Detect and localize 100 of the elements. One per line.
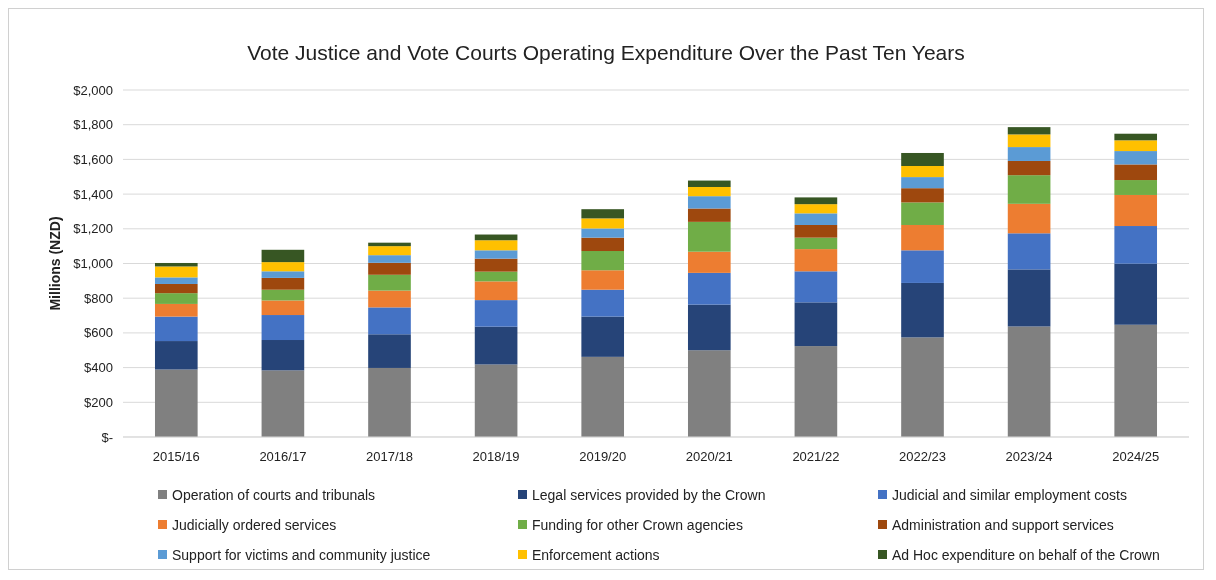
bar xyxy=(901,202,944,225)
bar xyxy=(581,270,625,290)
bar xyxy=(794,237,838,250)
x-tick-label: 2024/25 xyxy=(1112,449,1160,464)
legend-label: Support for victims and community justice xyxy=(172,546,431,563)
bar xyxy=(1007,127,1051,135)
y-tick-label: $200 xyxy=(84,394,113,410)
bar xyxy=(1007,160,1051,176)
bar xyxy=(368,262,411,275)
bar xyxy=(154,341,198,370)
bar xyxy=(1007,175,1051,204)
bar xyxy=(581,228,625,238)
x-tick-label: 2015/16 xyxy=(152,449,200,464)
x-tick-label: 2018/19 xyxy=(472,449,520,464)
bar xyxy=(474,326,518,365)
bar xyxy=(687,196,731,209)
bar xyxy=(154,303,198,317)
y-tick-label: $- xyxy=(101,429,113,445)
bar xyxy=(261,289,305,301)
bar xyxy=(581,218,625,229)
bar xyxy=(794,213,838,225)
bar xyxy=(368,307,411,335)
bar xyxy=(687,272,731,305)
x-tick-label: 2021/22 xyxy=(792,449,840,464)
bar xyxy=(581,209,625,219)
bar xyxy=(368,367,411,437)
y-tick-label: $2,000 xyxy=(73,82,113,98)
y-tick-label: $1,600 xyxy=(73,151,113,167)
x-tick-label: 2016/17 xyxy=(259,449,307,464)
y-tick-label: $1,400 xyxy=(73,186,113,202)
bar xyxy=(687,350,731,437)
bar xyxy=(901,165,944,178)
y-tick-label: $1,200 xyxy=(73,221,113,237)
bar xyxy=(1007,233,1051,270)
bar xyxy=(581,251,625,271)
legend-label: Judicially ordered services xyxy=(172,516,337,533)
bar xyxy=(368,255,411,263)
y-tick-label: $1,800 xyxy=(73,117,113,133)
legend-label: Operation of courts and tribunals xyxy=(172,486,376,503)
bar xyxy=(794,249,838,272)
bar xyxy=(1114,263,1158,325)
bar xyxy=(1114,133,1158,141)
legend-label: Judicial and similar employment costs xyxy=(892,486,1127,503)
bar xyxy=(261,370,305,437)
bar xyxy=(474,250,518,259)
bar xyxy=(901,177,944,189)
legend-label: Ad Hoc expenditure on behalf of the Crown xyxy=(892,546,1160,563)
bar xyxy=(687,180,731,187)
bar xyxy=(901,282,944,338)
bar xyxy=(901,337,944,437)
bar xyxy=(687,208,731,222)
x-tick-label: 2019/20 xyxy=(579,449,627,464)
bar xyxy=(474,240,518,251)
bar xyxy=(368,334,411,368)
legend-label: Legal services provided by the Crown xyxy=(532,486,766,503)
x-tick-label: 2017/18 xyxy=(366,449,413,464)
bar xyxy=(1114,324,1158,437)
bar xyxy=(368,290,411,308)
bar xyxy=(368,246,411,256)
x-tick-label: 2022/23 xyxy=(899,449,946,464)
bar xyxy=(154,369,198,437)
bar xyxy=(261,262,305,272)
y-tick-label: $400 xyxy=(84,360,113,376)
bar xyxy=(1007,134,1051,148)
bar xyxy=(261,271,305,278)
bar xyxy=(474,300,518,327)
bar xyxy=(474,364,518,437)
y-tick-label: $800 xyxy=(84,290,113,306)
bar xyxy=(794,224,838,238)
bar xyxy=(581,289,625,317)
bar xyxy=(794,197,838,205)
bar xyxy=(474,281,518,301)
bar xyxy=(1114,194,1158,227)
bar xyxy=(1007,147,1051,161)
bar xyxy=(581,237,625,252)
x-tick-label: 2023/24 xyxy=(1005,449,1053,464)
bar xyxy=(261,249,305,263)
y-tick-label: $600 xyxy=(84,325,113,341)
bar xyxy=(261,315,305,341)
bar xyxy=(368,274,411,291)
legend-label: Enforcement actions xyxy=(532,546,660,563)
bar xyxy=(261,300,305,316)
bar xyxy=(794,204,838,214)
bar xyxy=(1114,180,1158,195)
legend-label: Administration and support services xyxy=(892,516,1114,533)
bar xyxy=(1114,226,1158,264)
bar xyxy=(474,258,518,272)
bar xyxy=(1114,164,1158,181)
bar xyxy=(1007,203,1051,234)
bar xyxy=(261,277,305,290)
bar xyxy=(901,152,944,166)
bar xyxy=(901,188,944,203)
bar xyxy=(1007,269,1051,327)
chart-title: Vote Justice and Vote Courts Operating Expenditure Over the Past Ten Years xyxy=(247,41,965,64)
bar xyxy=(794,302,838,347)
bar xyxy=(687,251,731,273)
bar xyxy=(1114,140,1158,152)
bar xyxy=(687,304,731,351)
legend-label: Funding for other Crown agencies xyxy=(532,516,743,533)
bar xyxy=(687,221,731,252)
